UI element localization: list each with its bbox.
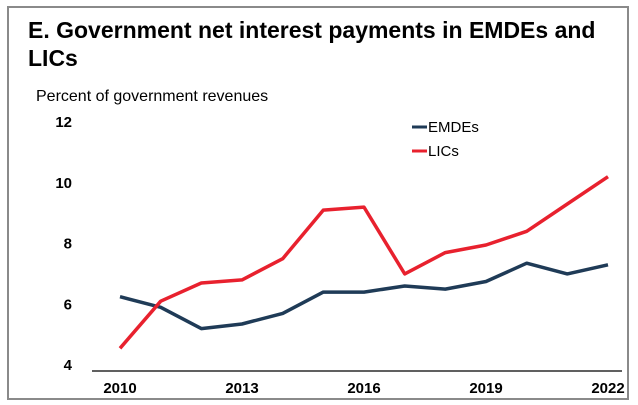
x-tick-label: 2019	[469, 380, 502, 397]
y-tick-label: 10	[55, 175, 72, 192]
chart-frame	[7, 6, 629, 400]
y-tick-labels: 4 6 8 10 12	[55, 114, 72, 374]
x-tick-labels: 2010 2013 2016 2019 2022	[103, 380, 624, 397]
y-tick-label: 12	[55, 114, 72, 131]
x-tick-label: 2010	[103, 380, 136, 397]
series-line-lics	[118, 175, 609, 350]
legend: EMDEs LICs	[412, 119, 479, 160]
legend-label-emdes: EMDEs	[428, 119, 479, 136]
series-line-emdes	[119, 261, 609, 331]
x-tick-label: 2016	[347, 380, 380, 397]
x-tick-label: 2022	[591, 380, 624, 397]
y-tick-label: 6	[64, 296, 72, 313]
y-tick-label: 8	[64, 236, 72, 253]
y-tick-label: 4	[64, 357, 73, 374]
y-axis-label: Percent of government revenues	[36, 88, 269, 105]
series-lines	[118, 175, 609, 350]
chart-title: E. Government net interest payments in E…	[28, 17, 596, 71]
x-tick-label: 2013	[225, 380, 258, 397]
legend-label-lics: LICs	[428, 143, 459, 160]
